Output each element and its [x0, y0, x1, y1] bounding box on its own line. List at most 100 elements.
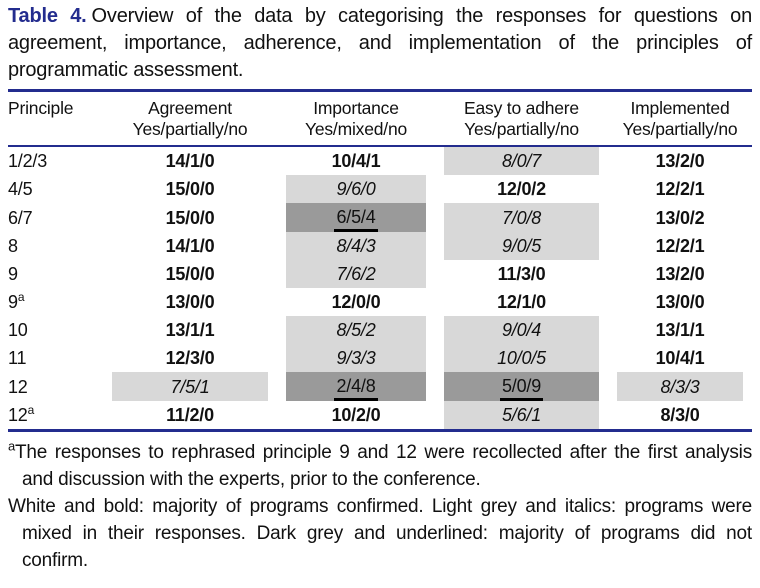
value-cell: 9/0/4 [435, 316, 608, 344]
table-row: 9 15/0/0 7/6/2 11/3/0 13/2/0 [8, 260, 752, 288]
value-cell: 9/6/0 [277, 175, 435, 203]
table-row: 12 7/5/1 2/4/8 5/0/9 8/3/3 [8, 372, 752, 401]
col-header-title: Principle [8, 98, 74, 118]
value-cell: 11/3/0 [435, 260, 608, 288]
value-cell: 13/2/0 [608, 146, 752, 175]
table-caption-text: Overview of the data by categorising the… [8, 5, 753, 81]
principle-cell: 9 [8, 264, 18, 284]
value-cell: 13/1/1 [608, 316, 752, 344]
value-cell: 11/2/0 [103, 401, 277, 431]
table-caption: Table 4. Overview of the data by categori… [8, 3, 752, 84]
value-cell: 13/0/0 [608, 288, 752, 316]
principle-cell: 9a [8, 290, 25, 312]
principle-cell: 8 [8, 236, 18, 256]
table-row: 12a 11/2/0 10/2/0 5/6/1 8/3/0 [8, 401, 752, 431]
value-text: 12/2/1 [655, 236, 705, 256]
principle-cell: 10 [8, 320, 28, 340]
principle-footnote-marker: a [17, 290, 25, 304]
table-row: 1/2/3 14/1/0 10/4/1 8/0/7 13/2/0 [8, 146, 752, 175]
value-text: 10/2/0 [331, 405, 381, 425]
principle-cell: 12a [8, 403, 35, 425]
value-cell: 12/3/0 [103, 344, 277, 372]
value-text: 6/5/4 [334, 207, 378, 232]
footnote-legend: White and bold: majority of programs con… [8, 493, 752, 574]
value-cell: 12/1/0 [435, 288, 608, 316]
col-header-subtitle: Yes/partially/no [622, 119, 738, 139]
value-text: 7/5/1 [170, 376, 210, 397]
value-text: 12/0/0 [331, 292, 381, 312]
value-text: 8/3/3 [660, 376, 700, 397]
table-row: 9a 13/0/0 12/0/0 12/1/0 13/0/0 [8, 288, 752, 316]
header-row: Principle Agreement Yes/partially/no Impo… [8, 90, 752, 147]
value-text: 9/6/0 [336, 179, 376, 199]
table-caption-label: Table 4. [8, 5, 87, 27]
value-cell: 2/4/8 [277, 372, 435, 401]
value-cell: 6/5/4 [277, 203, 435, 232]
footnote-a-marker: a [8, 438, 16, 454]
value-text: 13/0/0 [655, 292, 705, 312]
value-text: 8/0/7 [501, 151, 542, 171]
value-text: 10/4/1 [655, 348, 705, 368]
value-cell: 13/1/1 [103, 316, 277, 344]
value-text: 13/2/0 [655, 264, 705, 284]
value-cell: 8/4/3 [277, 232, 435, 260]
value-text: 11/2/0 [166, 405, 214, 425]
value-cell: 14/1/0 [103, 146, 277, 175]
col-header-agreement: Agreement Yes/partially/no [103, 90, 277, 147]
value-cell: 8/0/7 [435, 146, 608, 175]
value-cell: 5/0/9 [435, 372, 608, 401]
col-header-subtitle: Yes/mixed/no [304, 119, 408, 139]
value-text: 8/3/0 [660, 405, 700, 425]
value-text: 14/1/0 [165, 151, 215, 171]
col-header-title: Agreement [148, 98, 232, 118]
value-text: 5/6/1 [501, 405, 542, 425]
principle-cell: 1/2/3 [8, 151, 48, 171]
table-row: 6/7 15/0/0 6/5/4 7/0/8 13/0/2 [8, 203, 752, 232]
value-cell: 12/2/1 [608, 232, 752, 260]
value-text: 8/4/3 [336, 236, 376, 256]
value-text: 10/4/1 [331, 151, 381, 171]
col-header-title: Easy to adhere [464, 98, 579, 118]
value-cell: 10/2/0 [277, 401, 435, 431]
principle-cell: 4/5 [8, 179, 33, 199]
value-cell: 10/0/5 [435, 344, 608, 372]
value-text: 9/0/4 [501, 320, 542, 340]
value-cell: 10/4/1 [608, 344, 752, 372]
value-text: 13/1/1 [655, 320, 705, 340]
value-text: 12/2/1 [655, 179, 705, 199]
value-cell: 12/0/2 [435, 175, 608, 203]
value-text: 13/0/2 [655, 207, 705, 228]
principle-footnote-marker: a [27, 403, 35, 417]
col-header-subtitle: Yes/partially/no [132, 119, 248, 139]
value-cell: 7/6/2 [277, 260, 435, 288]
table-row: 11 12/3/0 9/3/3 10/0/5 10/4/1 [8, 344, 752, 372]
value-text: 14/1/0 [165, 236, 215, 256]
paper-table-figure: Table 4. Overview of the data by categori… [8, 3, 752, 574]
value-cell: 10/4/1 [277, 146, 435, 175]
value-text: 12/0/2 [497, 179, 546, 199]
footnote-a-text: The responses to rephrased principle 9 a… [15, 442, 752, 490]
table-row: 10 13/1/1 8/5/2 9/0/4 13/1/1 [8, 316, 752, 344]
footnote-a: aThe responses to rephrased principle 9 … [8, 439, 752, 493]
value-cell: 7/5/1 [103, 372, 277, 401]
col-header-importance: Importance Yes/mixed/no [277, 90, 435, 147]
value-text: 13/0/0 [165, 292, 215, 312]
value-text: 11/3/0 [497, 264, 546, 284]
value-cell: 8/5/2 [277, 316, 435, 344]
col-header-easy-to-adhere: Easy to adhere Yes/partially/no [435, 90, 608, 147]
value-text: 9/3/3 [336, 348, 376, 368]
value-text: 7/6/2 [336, 264, 376, 284]
value-cell: 15/0/0 [103, 203, 277, 232]
value-cell: 9/3/3 [277, 344, 435, 372]
value-text: 2/4/8 [334, 376, 378, 401]
col-header-implemented: Implemented Yes/partially/no [608, 90, 752, 147]
table-row: 4/5 15/0/0 9/6/0 12/0/2 12/2/1 [8, 175, 752, 203]
col-header-title: Importance [313, 98, 399, 118]
value-text: 5/0/9 [499, 376, 544, 401]
footnotes: aThe responses to rephrased principle 9 … [8, 439, 752, 574]
value-text: 7/0/8 [501, 207, 542, 228]
value-text: 8/5/2 [336, 320, 376, 340]
value-cell: 15/0/0 [103, 260, 277, 288]
col-header-subtitle: Yes/partially/no [464, 119, 579, 139]
value-cell: 5/6/1 [435, 401, 608, 431]
